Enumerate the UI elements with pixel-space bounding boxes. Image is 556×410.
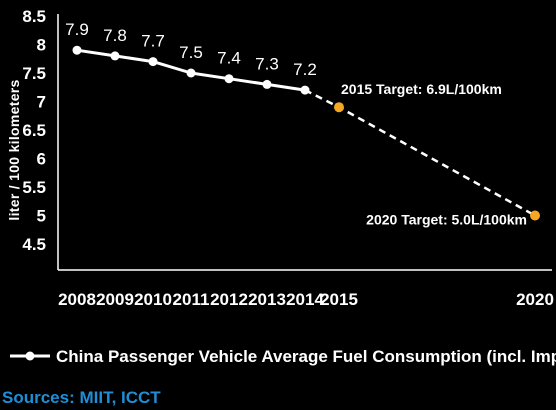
- data-label: 7.3: [255, 54, 279, 73]
- x-tick-label: 2010: [134, 290, 172, 309]
- y-tick-labels: 4.5 5 5.5 6 6.5 7 7.5 8 8.5: [22, 7, 46, 254]
- y-tick-label: 5: [37, 207, 46, 226]
- data-label: 7.4: [217, 49, 241, 68]
- series-layer: 7.9 7.8 7.7 7.5 7.4 7.3 7.2: [65, 20, 317, 95]
- data-label: 7.2: [293, 60, 317, 79]
- x-tick-label: 2008: [58, 290, 96, 309]
- data-point: [72, 45, 82, 55]
- target-label: 2020 Target: 5.0L/100km: [366, 212, 527, 228]
- data-label: 7.5: [179, 43, 203, 62]
- data-point: [224, 74, 234, 84]
- y-tick-label: 7: [37, 93, 46, 112]
- data-point: [186, 68, 196, 78]
- target-label: 2015 Target: 6.9L/100km: [341, 81, 502, 97]
- y-tick-label: 6.5: [22, 121, 46, 140]
- y-tick-label: 4.5: [22, 235, 46, 254]
- target-layer: 2015 Target: 6.9L/100km 2020 Target: 5.0L…: [304, 81, 540, 228]
- y-tick-label: 5.5: [22, 178, 46, 197]
- y-tick-label: 8.5: [22, 7, 46, 26]
- data-point: [148, 57, 158, 67]
- y-tick-label: 7.5: [22, 64, 46, 83]
- data-label: 7.7: [141, 32, 165, 51]
- x-tick-label: 2015: [320, 290, 358, 309]
- x-tick-label: 2011: [173, 290, 210, 309]
- target-point: [530, 210, 540, 221]
- sources-text: Sources: MIIT, ICCT: [2, 388, 161, 407]
- x-tick-label: 2013: [248, 290, 286, 309]
- target-point: [334, 102, 344, 113]
- data-point: [262, 79, 272, 89]
- legend: China Passenger Vehicle Average Fuel Con…: [10, 347, 556, 366]
- x-tick-label: 2020: [516, 290, 554, 309]
- x-tick-label: 2014: [286, 290, 324, 309]
- y-tick-label: 8: [37, 36, 46, 55]
- x-tick-label: 2012: [210, 290, 248, 309]
- data-label: 7.8: [103, 26, 127, 45]
- y-tick-label: 6: [37, 150, 46, 169]
- data-point: [110, 51, 120, 61]
- legend-marker: [25, 351, 35, 361]
- y-axis-label: liter / 100 kilometers: [6, 79, 22, 220]
- data-label: 7.9: [65, 20, 89, 39]
- x-tick-label: 2009: [96, 290, 134, 309]
- legend-label: China Passenger Vehicle Average Fuel Con…: [56, 347, 556, 366]
